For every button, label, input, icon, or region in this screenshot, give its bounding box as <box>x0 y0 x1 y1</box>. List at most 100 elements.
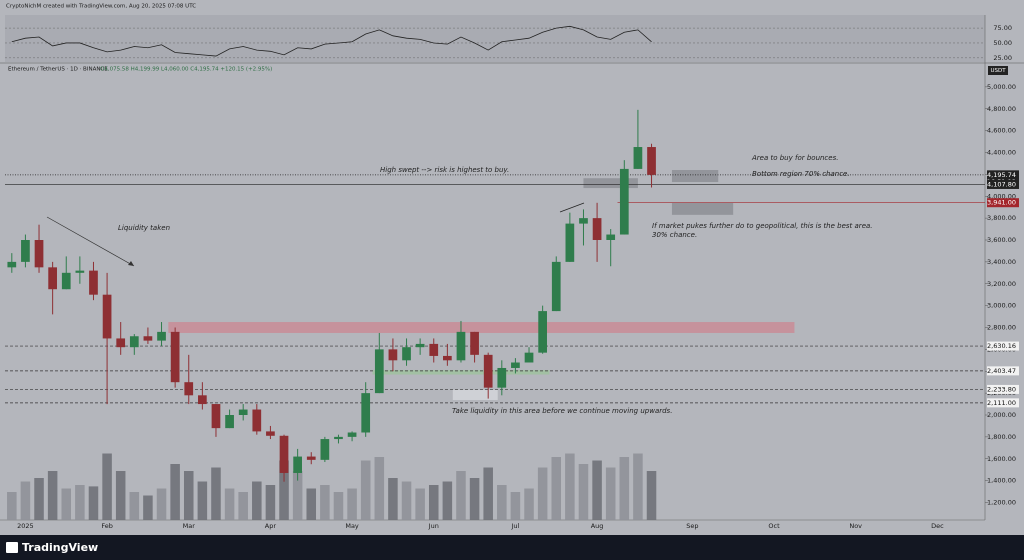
zone <box>372 370 550 375</box>
level-label: 4,107.80 <box>987 180 1016 188</box>
volume-bar <box>156 488 167 520</box>
annotation: Area to buy for bounces. <box>751 154 838 162</box>
volume-bar <box>20 481 31 520</box>
volume-bar <box>456 471 466 520</box>
x-tick-label: Feb <box>101 522 113 530</box>
volume-bar <box>333 492 344 520</box>
annotation: Bottom region 70% chance. <box>752 170 850 178</box>
x-tick-label: May <box>345 522 359 530</box>
level-label: 4,195.74 <box>987 171 1016 179</box>
annotation: Take liquidity in this area before we co… <box>452 407 672 415</box>
volume-bar <box>374 457 385 520</box>
annotation: High swept --> risk is highest to buy. <box>380 166 509 174</box>
candle-body <box>225 415 234 429</box>
y-tick-label: 1,200.00 <box>987 499 1016 507</box>
candle-body <box>34 240 44 268</box>
symbol: Ethereum / TetherUS · 1D · BINANCE <box>8 67 108 73</box>
footer <box>0 535 1024 560</box>
candle-body <box>320 439 330 460</box>
y-tick-label: 3,600.00 <box>987 236 1016 244</box>
x-tick-label: Nov <box>849 522 862 530</box>
volume-bar <box>537 467 548 520</box>
level-label: 2,403.47 <box>987 367 1016 375</box>
candle-body <box>551 261 561 312</box>
volume-bar <box>428 485 439 520</box>
y-tick-label: 3,800.00 <box>987 214 1016 222</box>
volume-bar <box>265 485 276 520</box>
x-tick-label: Dec <box>931 522 944 530</box>
currency-box <box>988 66 1008 75</box>
annotation: If market pukes further do to geopolitic… <box>652 222 873 230</box>
level-label-box <box>987 341 1019 351</box>
candle-body <box>579 218 588 224</box>
zone <box>452 389 498 401</box>
volume-bar <box>469 478 480 520</box>
volume-bar <box>61 488 72 520</box>
y-tick-label: 1,400.00 <box>987 477 1016 485</box>
candle-body <box>21 240 30 262</box>
volume-bar <box>7 492 17 520</box>
candle-body <box>198 395 207 405</box>
volume-bar <box>47 471 58 520</box>
y-tick-label: 3,200.00 <box>987 280 1016 288</box>
y-tick-label: 3,400.00 <box>987 258 1016 266</box>
candle-body <box>633 147 643 169</box>
volume-bar <box>388 478 398 520</box>
volume-bar <box>524 488 534 520</box>
volume-bar <box>347 488 357 520</box>
x-tick-label: Aug <box>591 522 604 530</box>
level-label: 3,941.00 <box>987 199 1016 207</box>
volume-bar <box>183 471 194 520</box>
y-tick-label: 1,600.00 <box>987 455 1016 463</box>
volume-bar <box>360 460 371 520</box>
rsi-tick-label: 25.00 <box>993 54 1012 62</box>
candle-body <box>606 234 616 240</box>
rsi-tick-label: 75.00 <box>993 24 1012 32</box>
candle-body <box>102 294 112 339</box>
y-tick-label: 2,800.00 <box>987 324 1016 332</box>
level-label-box <box>987 398 1019 408</box>
candle-body <box>538 311 547 353</box>
candle-body <box>483 354 493 388</box>
volume-bar <box>483 467 493 520</box>
annotation: Liquidity taken <box>118 224 170 232</box>
volume-bar <box>129 492 140 520</box>
y-tick-label: 3,000.00 <box>987 302 1016 310</box>
candle-body <box>48 267 57 290</box>
y-tick-label: 1,800.00 <box>987 433 1016 441</box>
candle-body <box>293 456 302 473</box>
y-tick-label: 4,400.00 <box>987 149 1016 157</box>
y-tick-label: 2,000.00 <box>987 411 1016 419</box>
annotation: 30% chance. <box>652 231 697 239</box>
candle-body <box>497 367 507 388</box>
volume-bar <box>510 492 521 520</box>
candle-body <box>170 331 180 383</box>
x-tick-label: Jun <box>428 522 439 530</box>
volume-bar <box>320 485 330 520</box>
volume-bar <box>224 488 235 520</box>
level-label-box <box>987 198 1019 208</box>
volume-bar <box>75 485 85 520</box>
rsi-panel <box>5 15 985 62</box>
candle-body <box>347 432 357 437</box>
volume-bar <box>401 481 412 520</box>
candle-body <box>443 355 452 361</box>
candle-body <box>279 435 289 473</box>
volume-bar <box>592 460 602 520</box>
level-label: 2,233.80 <box>987 385 1016 393</box>
volume-bar <box>197 481 208 520</box>
candle-body <box>116 338 126 348</box>
background <box>0 0 1024 535</box>
volume-bar <box>306 488 317 520</box>
x-tick-label: Mar <box>183 522 196 530</box>
candle-body <box>61 272 71 290</box>
y-tick-label: 4,000.00 <box>987 192 1016 200</box>
volume-bar <box>442 481 453 520</box>
volume-bar <box>578 464 589 520</box>
rsi-tick-label: 50.00 <box>993 39 1012 47</box>
volume-bar <box>605 467 616 520</box>
candle-body <box>361 393 371 433</box>
candle-body <box>524 352 534 363</box>
ohlc-legend: O4,075.58 H4,199.99 L4,060.00 C4,195.74 … <box>100 67 272 73</box>
